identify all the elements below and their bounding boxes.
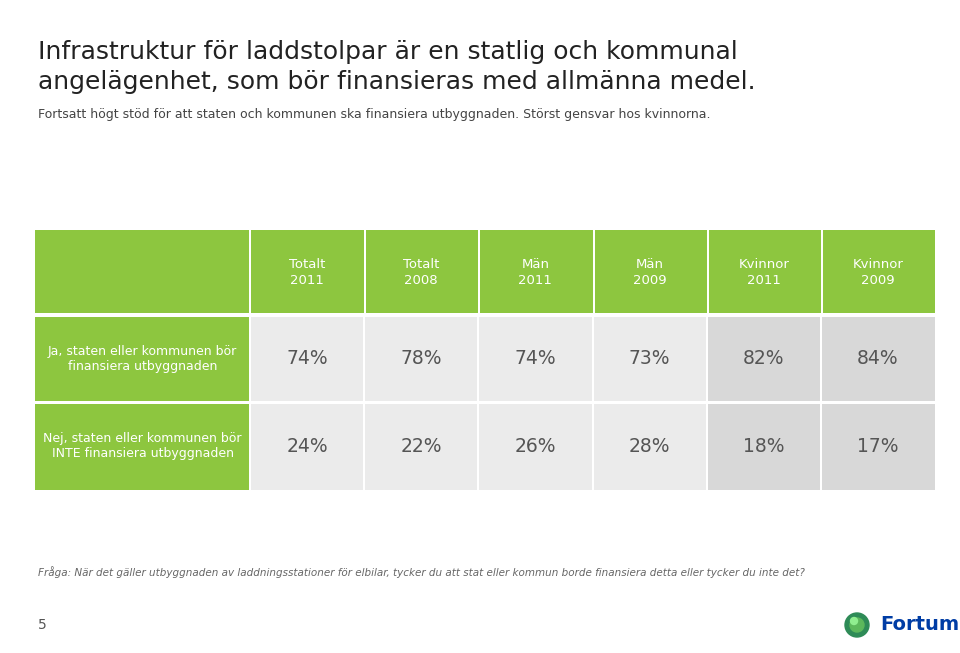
Bar (707, 230, 821, 315)
Bar (478, 402, 592, 490)
Text: 82%: 82% (743, 349, 784, 368)
Bar (250, 230, 364, 315)
Bar (35, 230, 250, 315)
Bar (249, 402, 251, 490)
Bar (821, 230, 935, 315)
Bar (35, 402, 250, 490)
Bar (250, 315, 364, 402)
Bar (820, 402, 822, 490)
Bar (706, 315, 708, 402)
Text: angelägenhet, som bör finansieras med allmänna medel.: angelägenhet, som bör finansieras med al… (38, 70, 756, 94)
Text: Nej, staten eller kommunen bör
INTE finansiera utbyggnaden: Nej, staten eller kommunen bör INTE fina… (43, 432, 242, 460)
Bar (364, 402, 478, 490)
Text: Totalt
2008: Totalt 2008 (403, 259, 440, 287)
Bar (478, 230, 592, 315)
Bar (591, 402, 593, 490)
Text: Infrastruktur för laddstolpar är en statlig och kommunal: Infrastruktur för laddstolpar är en stat… (38, 40, 737, 64)
Text: 74%: 74% (286, 349, 328, 368)
Bar (592, 402, 707, 490)
Bar (477, 402, 479, 490)
Text: Män
2011: Män 2011 (518, 259, 552, 287)
Circle shape (850, 618, 864, 632)
Text: 78%: 78% (400, 349, 442, 368)
Bar (364, 230, 366, 315)
Text: Fortsatt högt stöd för att staten och kommunen ska finansiera utbyggnaden. Störs: Fortsatt högt stöd för att staten och ko… (38, 108, 710, 121)
Bar (820, 315, 822, 402)
Text: 73%: 73% (629, 349, 670, 368)
Text: Män
2009: Män 2009 (633, 259, 666, 287)
Bar (35, 315, 250, 402)
Bar (478, 315, 592, 402)
Bar (477, 315, 479, 402)
Text: 74%: 74% (515, 349, 556, 368)
Circle shape (851, 618, 857, 624)
Text: 22%: 22% (400, 437, 442, 456)
Bar (363, 315, 365, 402)
Bar (364, 230, 478, 315)
Bar (707, 230, 708, 315)
Bar (249, 315, 251, 402)
Bar (592, 315, 707, 402)
Text: 28%: 28% (629, 437, 670, 456)
Bar (35, 313, 935, 316)
Text: 17%: 17% (857, 437, 899, 456)
Text: Ja, staten eller kommunen bör
finansiera utbyggnaden: Ja, staten eller kommunen bör finansiera… (48, 345, 237, 373)
Text: Totalt
2011: Totalt 2011 (289, 259, 325, 287)
Bar (363, 402, 365, 490)
Bar (478, 230, 480, 315)
Bar (707, 315, 821, 402)
Bar (821, 315, 935, 402)
Text: 84%: 84% (857, 349, 899, 368)
Bar (706, 402, 708, 490)
Bar (821, 230, 823, 315)
Bar (250, 402, 364, 490)
Bar (35, 400, 935, 404)
Text: 24%: 24% (286, 437, 328, 456)
Text: Kvinnor
2011: Kvinnor 2011 (738, 259, 789, 287)
Circle shape (845, 613, 869, 637)
Text: 26%: 26% (515, 437, 556, 456)
Text: Fortum: Fortum (880, 616, 959, 635)
Bar (821, 402, 935, 490)
Bar (707, 402, 821, 490)
Bar (364, 315, 478, 402)
Text: 5: 5 (38, 618, 47, 632)
Text: Fråga: När det gäller utbyggnaden av laddningsstationer för elbilar, tycker du a: Fråga: När det gäller utbyggnaden av lad… (38, 566, 804, 578)
Text: 18%: 18% (743, 437, 784, 456)
Bar (592, 230, 707, 315)
Bar (591, 315, 593, 402)
Bar (35, 313, 935, 317)
Bar (592, 230, 594, 315)
Text: Kvinnor
2009: Kvinnor 2009 (852, 259, 903, 287)
Bar (249, 230, 251, 315)
